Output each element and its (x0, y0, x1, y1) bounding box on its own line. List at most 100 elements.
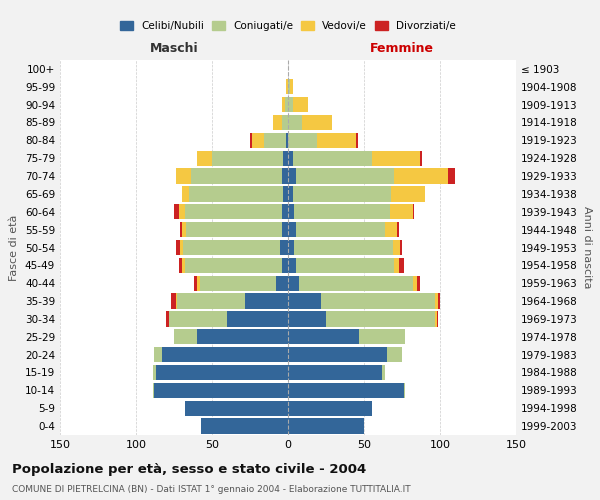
Bar (399, 258, 404, 273)
Bar (197, 276, 200, 291)
Bar (177, 294, 245, 308)
Bar (322, 294, 436, 308)
Bar (282, 204, 288, 220)
Bar (326, 312, 436, 326)
Bar (296, 222, 385, 237)
Bar (404, 383, 405, 398)
Bar (174, 329, 197, 344)
Bar (394, 168, 448, 184)
Bar (288, 97, 293, 112)
Bar (294, 240, 393, 255)
Bar (153, 383, 154, 398)
Bar (288, 240, 294, 255)
Bar (179, 258, 182, 273)
Bar (299, 276, 413, 291)
Bar (288, 258, 296, 273)
Bar (176, 240, 180, 255)
Bar (400, 240, 402, 255)
Bar (166, 312, 169, 326)
Bar (251, 133, 263, 148)
Bar (180, 222, 182, 237)
Text: Femmine: Femmine (370, 42, 434, 54)
Bar (185, 400, 288, 416)
Bar (176, 168, 191, 184)
Bar (296, 258, 394, 273)
Bar (169, 312, 227, 326)
Bar (186, 222, 282, 237)
Bar (162, 347, 288, 362)
Bar (288, 79, 290, 94)
Bar (282, 222, 288, 237)
Bar (263, 133, 286, 148)
Bar (288, 150, 293, 166)
Bar (288, 294, 322, 308)
Bar (288, 204, 294, 220)
Bar (282, 258, 288, 273)
Bar (391, 186, 425, 202)
Bar (436, 312, 437, 326)
Bar (174, 204, 179, 220)
Bar (280, 240, 288, 255)
Bar (397, 222, 399, 237)
Bar (290, 79, 293, 94)
Bar (183, 240, 280, 255)
Bar (245, 294, 288, 308)
Y-axis label: Anni di nascita: Anni di nascita (581, 206, 592, 289)
Bar (282, 115, 288, 130)
Bar (179, 204, 185, 220)
Bar (282, 168, 288, 184)
Bar (288, 347, 387, 362)
Bar (227, 312, 288, 326)
Legend: Celibi/Nubili, Coniugati/e, Vedovi/e, Divorziati/e: Celibi/Nubili, Coniugati/e, Vedovi/e, Di… (116, 16, 460, 35)
Bar (420, 150, 422, 166)
Text: Maschi: Maschi (149, 42, 199, 54)
Bar (185, 204, 282, 220)
Bar (286, 79, 288, 94)
Bar (273, 115, 282, 130)
Bar (293, 186, 391, 202)
Bar (154, 347, 162, 362)
Bar (154, 383, 288, 398)
Bar (153, 365, 156, 380)
Bar (283, 186, 288, 202)
Bar (156, 365, 288, 380)
Bar (359, 329, 405, 344)
Bar (285, 97, 288, 112)
Text: Popolazione per età, sesso e stato civile - 2004: Popolazione per età, sesso e stato civil… (12, 462, 366, 475)
Bar (276, 276, 288, 291)
Bar (197, 150, 212, 166)
Bar (212, 150, 283, 166)
Bar (296, 168, 394, 184)
Bar (356, 133, 358, 148)
Bar (413, 204, 414, 220)
Bar (288, 418, 364, 434)
Bar (387, 347, 402, 362)
Bar (382, 365, 385, 380)
Bar (288, 329, 359, 344)
Bar (288, 276, 299, 291)
Bar (293, 150, 371, 166)
Bar (288, 133, 317, 148)
Bar (302, 115, 332, 130)
Bar (200, 276, 276, 291)
Bar (417, 276, 420, 291)
Bar (288, 400, 371, 416)
Bar (385, 222, 397, 237)
Bar (371, 150, 420, 166)
Bar (439, 294, 440, 308)
Bar (436, 294, 439, 308)
Bar (191, 168, 282, 184)
Bar (182, 222, 186, 237)
Bar (390, 204, 413, 220)
Text: COMUNE DI PIETRELCINA (BN) - Dati ISTAT 1° gennaio 2004 - Elaborazione TUTTITALI: COMUNE DI PIETRELCINA (BN) - Dati ISTAT … (12, 485, 410, 494)
Bar (250, 133, 251, 148)
Bar (180, 240, 183, 255)
Bar (171, 294, 176, 308)
Bar (317, 133, 356, 148)
Bar (288, 365, 382, 380)
Bar (394, 258, 399, 273)
Bar (448, 168, 455, 184)
Bar (288, 383, 404, 398)
Bar (393, 240, 400, 255)
Bar (286, 133, 288, 148)
